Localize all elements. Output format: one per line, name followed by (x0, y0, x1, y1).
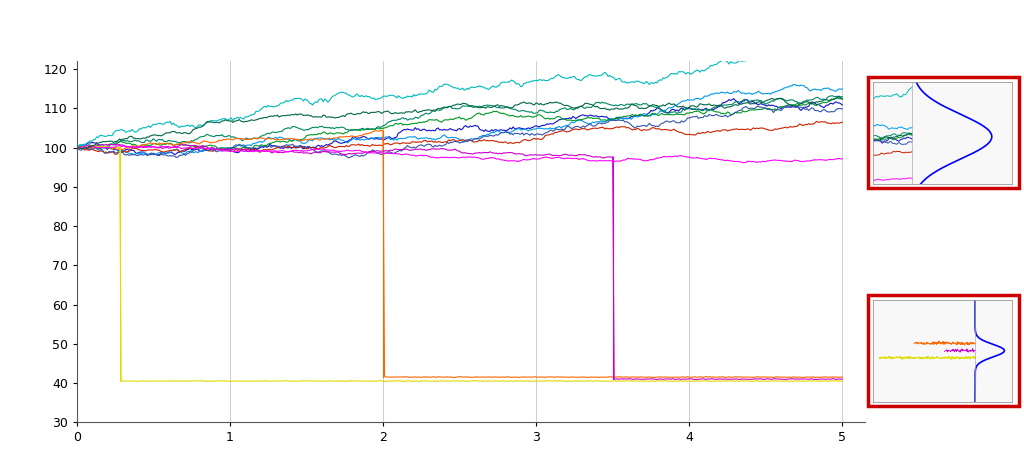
Text: Defaultable Bond - simulated trajectories: Defaultable Bond - simulated trajectorie… (240, 18, 784, 44)
